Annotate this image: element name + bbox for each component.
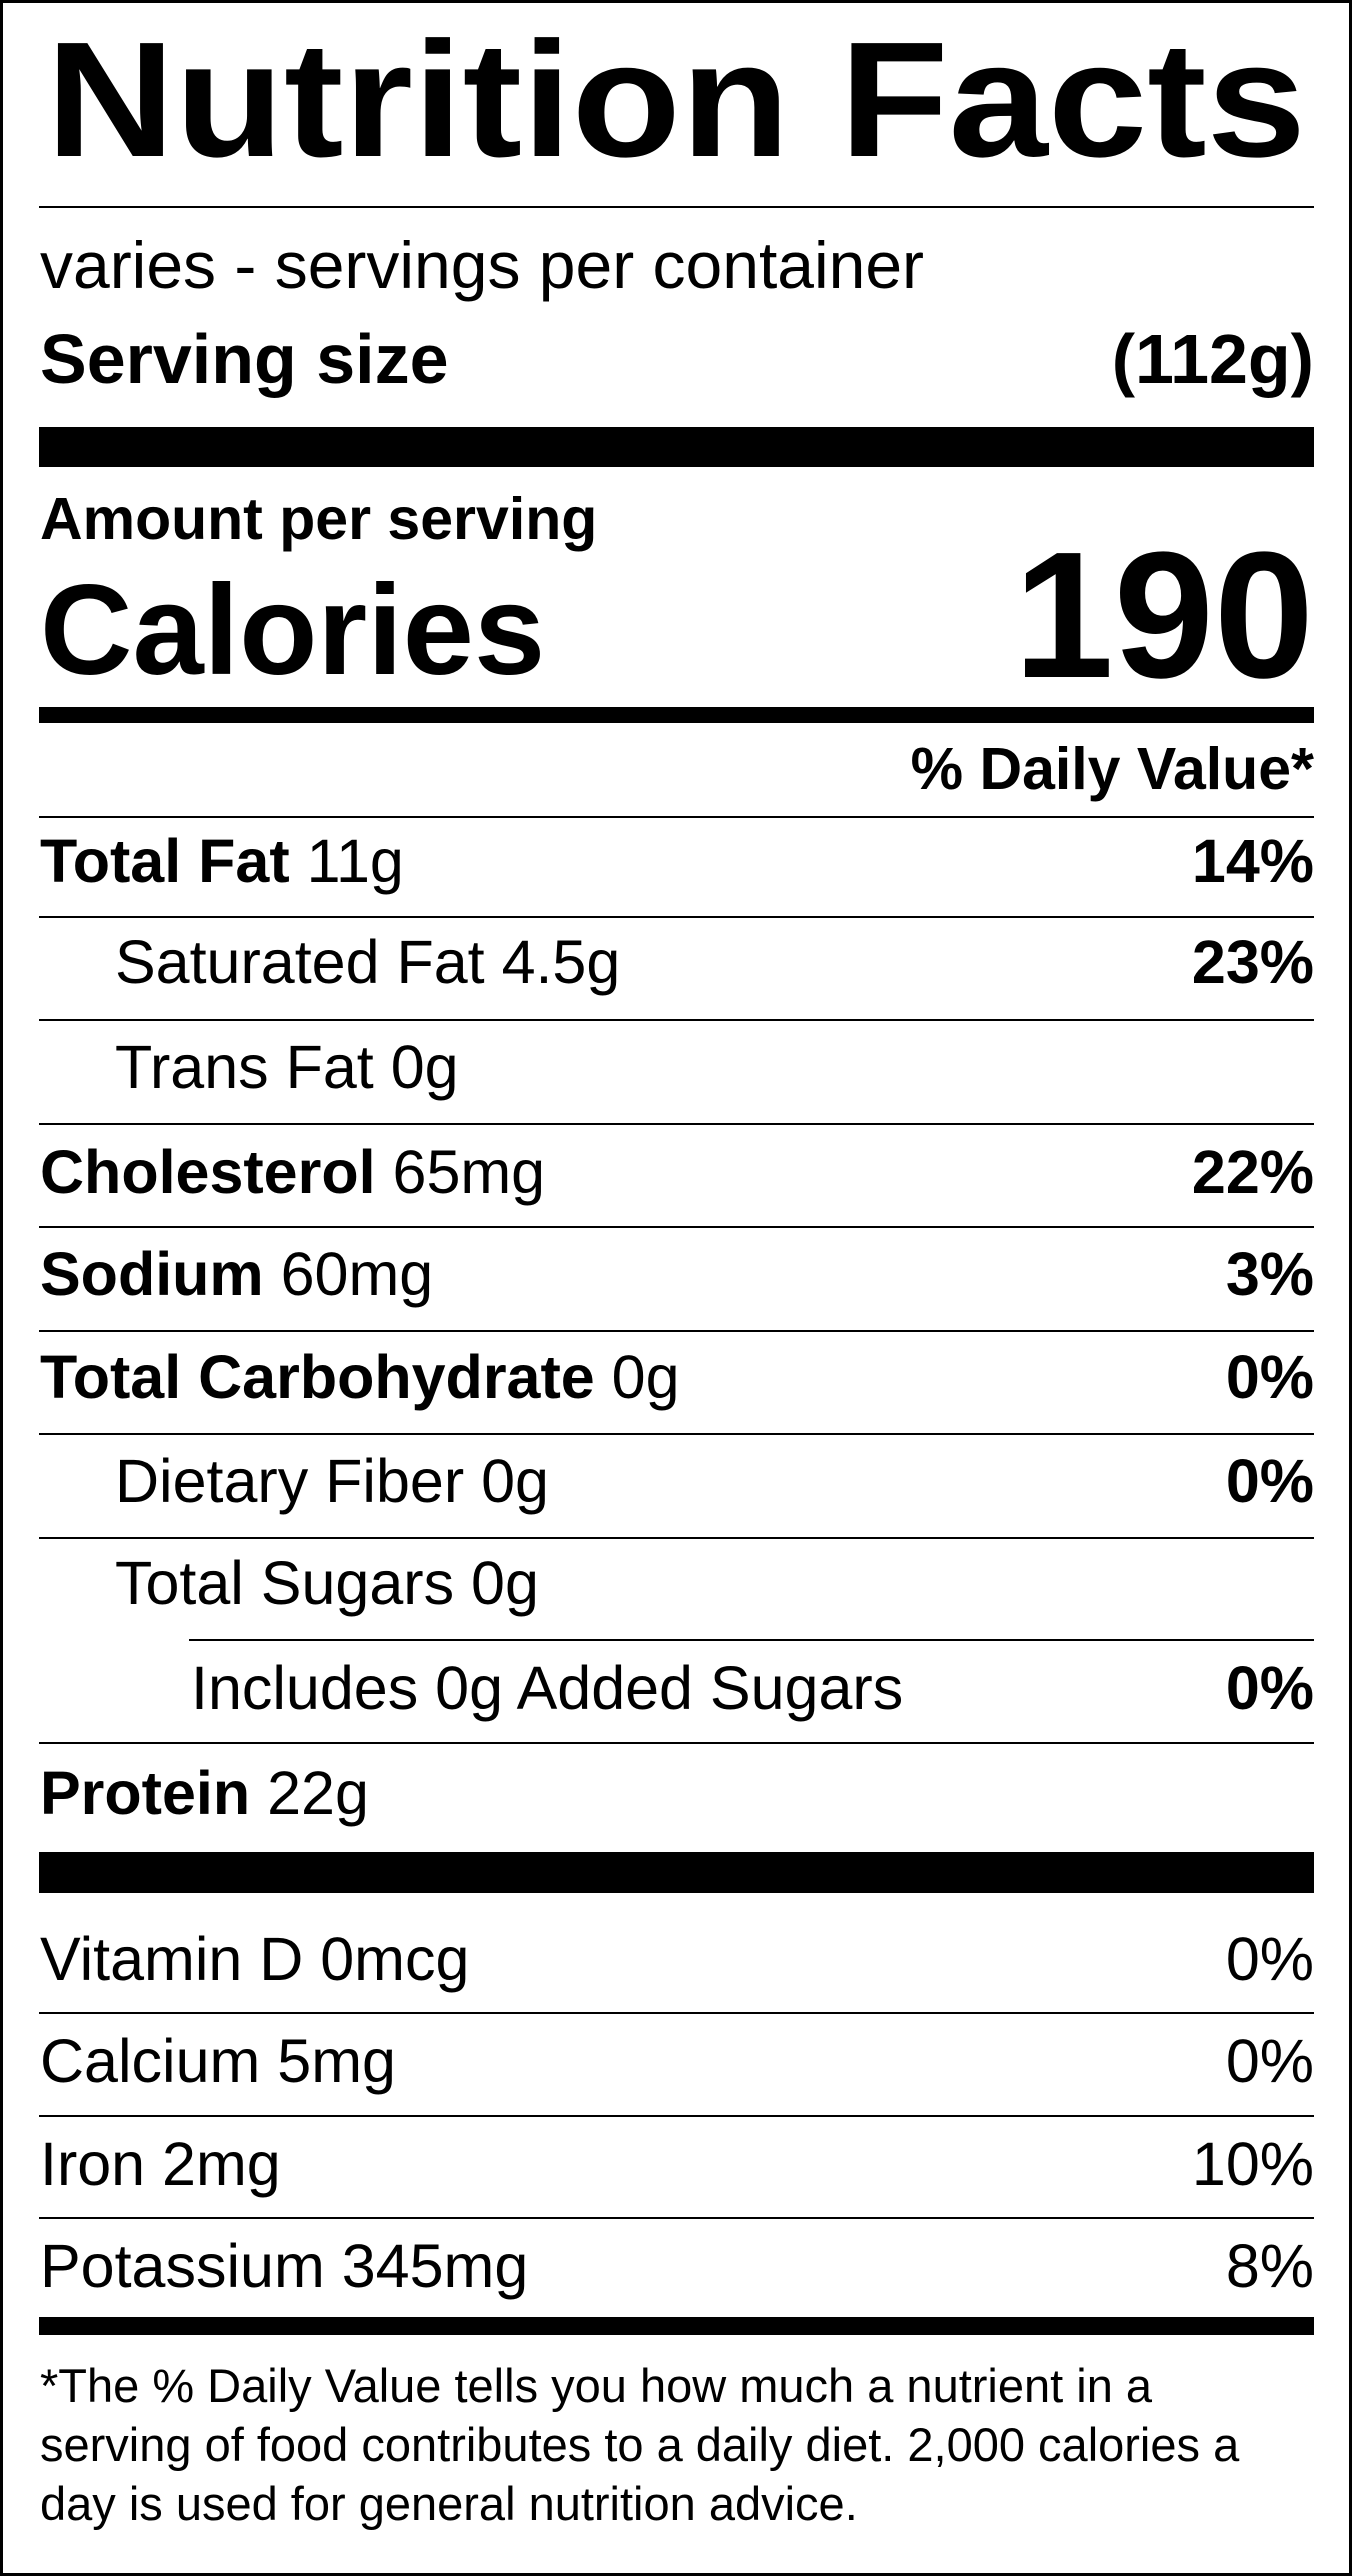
serving-size-value: (112g): [1112, 320, 1314, 398]
nutrient-amount: 0g: [471, 1549, 539, 1617]
nutrient-dv: 3%: [1226, 1240, 1314, 1308]
serving-size-label: Serving size: [40, 320, 449, 398]
nutrient-row: Includes 0g Added Sugars: [191, 1654, 903, 1722]
nutrient-name: Trans Fat: [115, 1033, 374, 1101]
amount-per-serving: Amount per serving: [40, 486, 597, 552]
calories-label: Calories: [40, 559, 545, 702]
nutrient-amount: 0g: [391, 1033, 459, 1101]
nutrient-name: Includes 0g Added Sugars: [191, 1654, 903, 1722]
nutrient-dv: 0%: [1226, 1343, 1314, 1411]
servings: varies - servings per container: [40, 228, 924, 302]
vitamin-dv: 0%: [1226, 2027, 1314, 2095]
vitamin-name: Iron 2mg: [40, 2130, 281, 2198]
nutrient-row: Saturated Fat 4.5g: [115, 928, 620, 996]
nutrient-amount: 11g: [307, 827, 404, 895]
nutrient-row: Cholesterol 65mg: [40, 1138, 545, 1206]
nutrient-row: Trans Fat 0g: [115, 1033, 459, 1101]
medium-bar: [39, 707, 1314, 723]
nutrient-name: Total Sugars: [115, 1549, 454, 1617]
medium-bar: [39, 2317, 1314, 2335]
thick-bar: [39, 427, 1314, 467]
nutrient-name: Protein: [40, 1759, 250, 1827]
nutrient-dv: 0%: [1226, 1447, 1314, 1515]
nutrient-amount: 4.5g: [502, 928, 621, 996]
calories-value: 190: [1014, 515, 1314, 716]
vitamin-name: Vitamin D 0mcg: [40, 1925, 469, 1993]
nutrient-row: Protein 22g: [40, 1759, 369, 1827]
nutrient-amount: 65mg: [393, 1138, 546, 1206]
thick-bar: [39, 1852, 1314, 1893]
nutrient-name: Total Carbohydrate: [40, 1343, 595, 1411]
footnote-line: *The % Daily Value tells you how much a …: [40, 2359, 1153, 2412]
vitamin-dv: 8%: [1226, 2232, 1314, 2300]
vitamin-dv: 0%: [1226, 1925, 1314, 1993]
nutrient-dv: 0%: [1226, 1654, 1314, 1722]
nutrient-dv: 22%: [1192, 1138, 1314, 1206]
nutrient-row: Total Fat 11g: [40, 827, 404, 895]
nutrient-name: Total Fat: [40, 827, 290, 895]
nutrient-amount: 0g: [481, 1447, 549, 1515]
nutrient-row: Total Sugars 0g: [115, 1549, 539, 1617]
vitamin-dv: 10%: [1192, 2130, 1314, 2198]
nutrient-amount: 60mg: [281, 1240, 434, 1308]
nutrient-amount: 22g: [267, 1759, 369, 1827]
nutrient-name: Saturated Fat: [115, 928, 485, 996]
nutrient-row: Total Carbohydrate 0g: [40, 1343, 680, 1411]
title: Nutrition Facts: [46, 8, 1306, 191]
nutrient-row: Sodium 60mg: [40, 1240, 433, 1308]
vitamin-name: Calcium 5mg: [40, 2027, 396, 2095]
nutrient-name: Sodium: [40, 1240, 264, 1308]
nutrient-amount: 0g: [612, 1343, 680, 1411]
footnote-line: day is used for general nutrition advice…: [40, 2477, 858, 2530]
footnote-line: serving of food contributes to a daily d…: [40, 2418, 1240, 2471]
nutrient-dv: 23%: [1192, 928, 1314, 996]
vitamin-name: Potassium 345mg: [40, 2232, 528, 2300]
daily-value-header: % Daily Value*: [911, 736, 1314, 802]
nutrient-name: Cholesterol: [40, 1138, 376, 1206]
nutrient-row: Dietary Fiber 0g: [115, 1447, 549, 1515]
nutrient-dv: 14%: [1192, 827, 1314, 895]
nutrient-name: Dietary Fiber: [115, 1447, 464, 1515]
